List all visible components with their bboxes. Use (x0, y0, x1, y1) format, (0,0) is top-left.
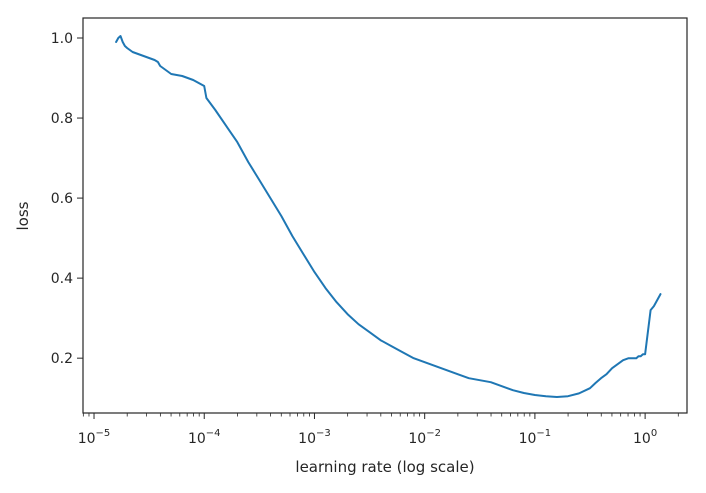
x-axis-label: learning rate (log scale) (295, 458, 474, 476)
x-tick-label-base: 10 (408, 431, 426, 447)
x-tick-label: 10−5 (78, 428, 111, 447)
x-tick-label: 10−1 (519, 428, 552, 447)
x-minor-ticks (82, 413, 679, 417)
x-major-ticks: 10−5 10−4 10−3 10−2 10−1 100 (78, 413, 657, 447)
x-tick-label-base: 10 (298, 431, 316, 447)
x-tick-label-power: −1 (536, 428, 551, 439)
x-tick-label: 10−4 (188, 428, 221, 447)
y-tick-label: 0.2 (51, 351, 73, 367)
x-tick-label-power: 0 (651, 428, 657, 439)
y-tick-label: 0.4 (51, 271, 73, 287)
x-tick-label: 10−2 (408, 428, 441, 447)
y-tick-label: 1.0 (51, 31, 73, 47)
x-tick-label: 100 (633, 428, 657, 447)
x-tick-label-base: 10 (519, 431, 537, 447)
x-tick-label-base: 10 (188, 431, 206, 447)
x-tick-label-base: 10 (78, 431, 96, 447)
x-tick-label: 10−3 (298, 428, 331, 447)
x-tick-label-power: −5 (96, 428, 111, 439)
loss-series-line (115, 35, 662, 398)
plot-area (82, 17, 688, 414)
y-tick-label: 0.6 (51, 191, 73, 207)
x-tick-label-power: −2 (426, 428, 441, 439)
y-ticks: 0.2 0.4 0.6 0.8 1.0 (51, 31, 83, 367)
x-tick-label-power: −3 (316, 428, 331, 439)
x-tick-label-base: 10 (633, 431, 651, 447)
x-tick-label-power: −4 (206, 428, 221, 439)
y-tick-label: 0.8 (51, 111, 73, 127)
y-axis-label: loss (14, 201, 32, 230)
